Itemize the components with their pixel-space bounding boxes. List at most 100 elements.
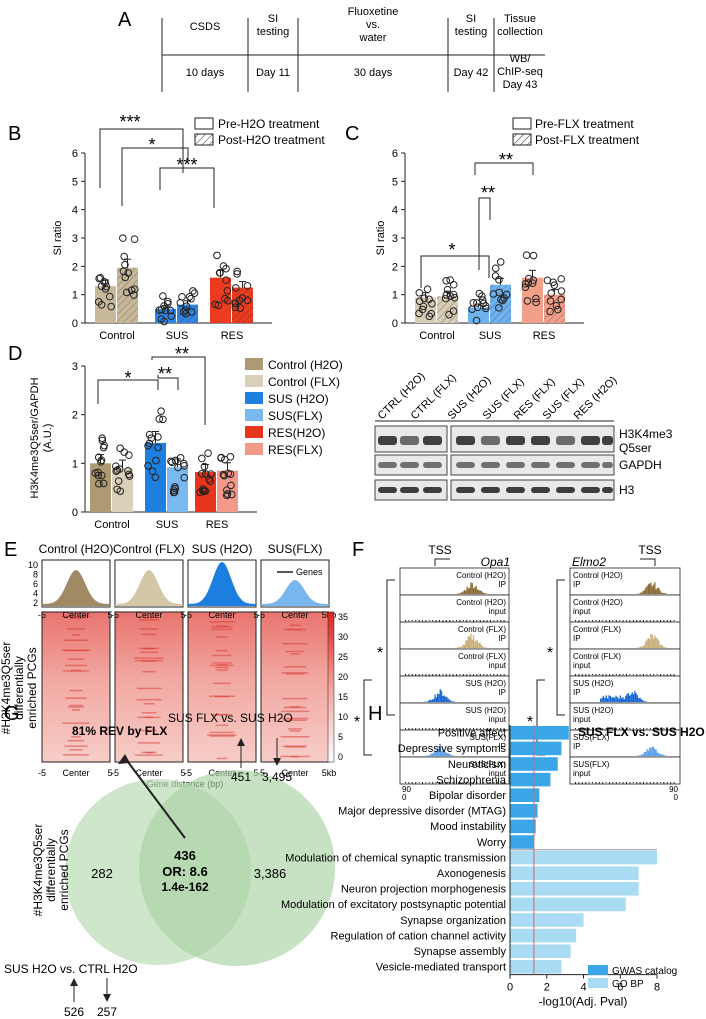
heatmap-block: [187, 611, 257, 763]
input-noise: [483, 782, 485, 784]
input-noise: [595, 782, 597, 784]
timeline-text: CSDSSItestingFluoxetinevs.waterSItesting…: [186, 6, 543, 91]
legend-swatch: [194, 133, 214, 146]
signal-bar: [429, 699, 431, 702]
scale-max: 90: [669, 785, 678, 794]
input-noise: [602, 782, 604, 784]
timeline-stage: collection: [497, 26, 543, 38]
heatmap-streak: [290, 653, 300, 655]
x-tick-label: RES: [206, 519, 229, 531]
input-noise: [666, 782, 668, 784]
data-point: [495, 276, 503, 284]
blot-band: [378, 436, 397, 445]
heatmap-streak: [136, 698, 162, 701]
track-frame: [399, 648, 510, 677]
data-point: [223, 490, 232, 498]
heatmap-streak: [285, 650, 305, 653]
signal-bar: [619, 695, 621, 702]
input-noise: [459, 674, 461, 676]
data-point: [154, 443, 162, 452]
heatmap-streak: [67, 628, 85, 630]
blot-band: [423, 436, 442, 445]
legend-swatch: [512, 133, 532, 146]
signal-bar: [621, 698, 623, 702]
blot-band: [456, 462, 475, 468]
panel-label-e: E: [4, 539, 17, 561]
sig-bracket: [159, 167, 215, 208]
input-noise: [452, 620, 454, 622]
x-tick-label: 5: [107, 610, 112, 620]
data-point: [169, 488, 178, 497]
signal-bar: [471, 639, 473, 648]
heatmap-streak: [141, 660, 157, 662]
input-noise: [415, 728, 417, 730]
data-point: [231, 299, 239, 308]
signal-bar: [434, 694, 436, 702]
sig-label: *: [377, 645, 383, 662]
signal-bar: [600, 698, 602, 702]
data-point: [532, 294, 540, 303]
data-point: [415, 288, 424, 297]
colorbar-tick: 20: [338, 672, 348, 682]
track-frame: [569, 567, 681, 596]
panel-label-f: F: [352, 539, 364, 561]
legend-swatch: [245, 409, 263, 421]
sig-bracket: [556, 579, 565, 716]
x-tick-label: -5: [38, 768, 46, 778]
input-noise: [602, 674, 604, 676]
signal-bar: [662, 645, 664, 648]
input-noise: [578, 728, 580, 730]
input-noise: [588, 782, 590, 784]
input-noise: [445, 620, 447, 622]
sig-label: **: [158, 364, 172, 384]
condition-label: SUS (H2O): [192, 542, 253, 556]
y-tick-label: 0: [392, 318, 398, 330]
track-type: input: [489, 607, 507, 616]
legend-label: Pre-H2O treatment: [218, 117, 320, 131]
input-noise: [643, 620, 644, 622]
input-noise: [629, 728, 631, 730]
legend-swatch: [245, 375, 263, 387]
input-noise: [469, 728, 471, 731]
heatmap-streak: [141, 729, 157, 732]
y-tick-label: 0: [72, 507, 78, 519]
heatmap-streak: [212, 662, 232, 664]
signal-bar: [442, 696, 444, 702]
tss-label: TSS: [638, 543, 661, 557]
signal-bar: [649, 583, 651, 594]
input-noise: [649, 782, 651, 784]
data-point: [99, 479, 108, 488]
input-noise: [456, 620, 457, 622]
signal-bar: [659, 645, 661, 648]
timeline-stage: Tissue: [504, 13, 536, 25]
input-noise: [612, 728, 614, 730]
data-point: [419, 302, 428, 311]
venn-left-count: 282: [91, 866, 113, 881]
input-noise: [643, 674, 644, 677]
blot-band: [400, 487, 419, 493]
x-tick-label: 5kb: [322, 768, 337, 778]
input-noise: [459, 620, 461, 623]
input-noise: [483, 728, 485, 730]
input-noise: [425, 728, 427, 730]
input-noise: [656, 782, 658, 784]
signal-bar: [637, 647, 639, 648]
input-noise: [578, 782, 580, 784]
blot-band: [506, 462, 525, 468]
x-tick-label: 5: [180, 610, 185, 620]
input-noise: [592, 620, 593, 622]
data-point: [491, 264, 500, 273]
legend-label: RES(FLX): [268, 443, 323, 457]
timeline-stage: SI: [466, 13, 476, 25]
track-type: IP: [498, 742, 506, 751]
signal-bar: [650, 633, 652, 648]
bar: [510, 866, 639, 880]
signal-bar: [444, 751, 447, 756]
signal-bar: [635, 693, 637, 702]
input-noise: [490, 620, 491, 623]
data-point: [144, 461, 152, 470]
data-point: [187, 294, 195, 303]
